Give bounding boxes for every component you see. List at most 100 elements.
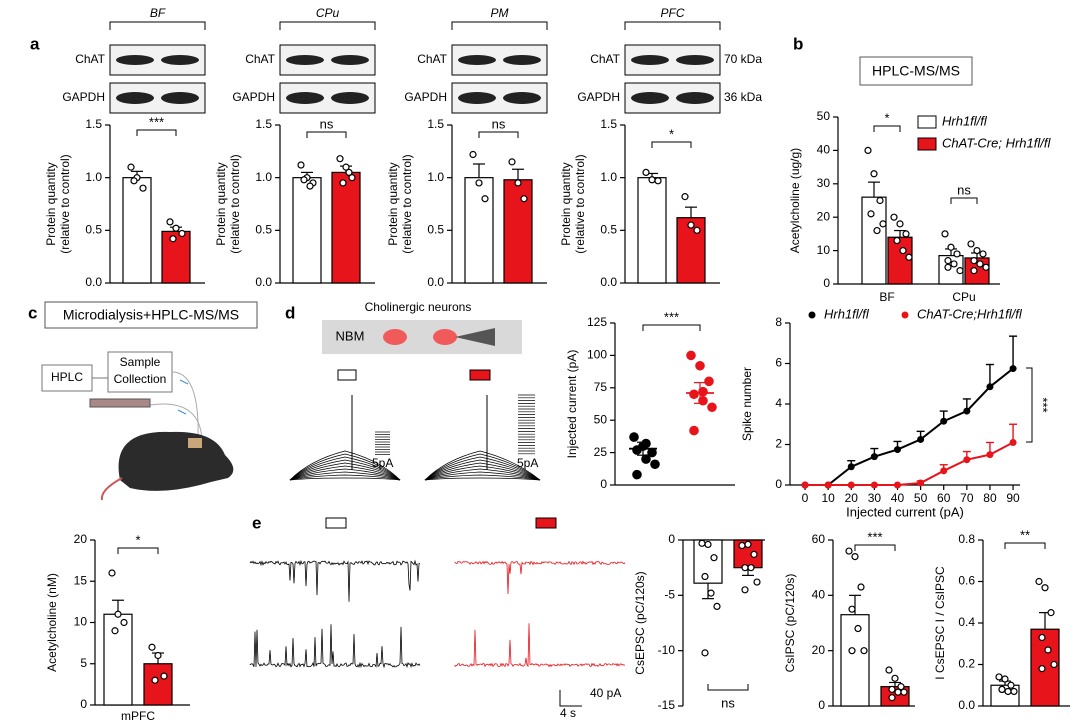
data-point xyxy=(738,541,746,550)
x-tick-label: BF xyxy=(879,290,894,304)
data-point xyxy=(1047,609,1055,617)
iv-trace xyxy=(424,450,541,481)
iv-trace xyxy=(289,468,401,481)
chart-title: PFC xyxy=(661,6,685,20)
x-axis-label: mPFC xyxy=(121,709,155,723)
data-point xyxy=(169,235,177,243)
line xyxy=(805,367,1014,486)
y-tick-label: 50 xyxy=(817,109,831,123)
blot-size: 36 kDa xyxy=(724,90,762,104)
data-point xyxy=(967,240,975,248)
marker xyxy=(893,481,901,489)
sig-bracket xyxy=(117,547,159,554)
y-axis-label: I CsEPSC I / CsIPSC xyxy=(933,566,947,680)
data-point xyxy=(1004,687,1012,696)
marker xyxy=(917,479,925,487)
implant xyxy=(188,438,202,448)
y-axis-label: (relative to control) xyxy=(400,154,414,253)
sample-label: Collection xyxy=(114,372,167,386)
box-label: Microdialysis+HPLC-MS/MS xyxy=(63,307,239,323)
data-point xyxy=(647,447,657,458)
marker xyxy=(847,463,855,471)
y-tick-label: 40 xyxy=(817,143,831,157)
blot-label: ChAT xyxy=(245,52,275,66)
data-point xyxy=(704,540,712,549)
sig-label: ** xyxy=(1020,527,1030,542)
y-axis-label: (relative to control) xyxy=(58,154,72,253)
data-point xyxy=(860,647,868,655)
y-axis-label: Protein quantity xyxy=(44,162,58,245)
data-point xyxy=(698,539,706,547)
marker xyxy=(824,481,832,489)
y-axis-label: Protein quantity xyxy=(386,162,400,245)
y-axis-label: Spike number xyxy=(740,367,754,441)
sig-label: * xyxy=(135,532,140,547)
sig-bracket xyxy=(707,684,749,691)
data-point xyxy=(166,218,174,226)
y-tick-label: 0 xyxy=(668,532,675,546)
data-point xyxy=(707,402,717,413)
y-tick-label: 40 xyxy=(812,588,826,602)
marker xyxy=(1009,438,1017,446)
bar xyxy=(143,663,173,706)
scale-label: 5pA xyxy=(517,456,538,470)
box-label: HPLC-MS/MS xyxy=(872,63,960,79)
data-point xyxy=(178,229,186,238)
y-tick-label: 25 xyxy=(594,445,608,459)
iv-trace xyxy=(424,465,541,481)
data-point xyxy=(995,673,1003,681)
data-point xyxy=(160,672,168,680)
y-tick-label: 0.0 xyxy=(958,698,975,712)
data-point xyxy=(888,694,896,702)
y-tick-label: 0 xyxy=(80,697,87,711)
trace xyxy=(454,623,626,668)
sample-label: Sample xyxy=(120,355,161,369)
data-point xyxy=(885,666,893,674)
y-tick-label: 0.6 xyxy=(958,574,975,588)
hplc-label: HPLC xyxy=(51,370,83,384)
y-tick-label: 1.0 xyxy=(427,170,444,184)
data-point xyxy=(1001,675,1009,683)
sig-label: *** xyxy=(149,114,164,129)
sig-label: * xyxy=(669,126,674,141)
blot-band xyxy=(631,55,669,65)
blot-band xyxy=(331,55,369,65)
mouse-tail xyxy=(100,477,123,501)
blot-label: ChAT xyxy=(590,52,620,66)
blot-band xyxy=(676,55,714,65)
chart-title: PM xyxy=(491,6,509,20)
data-point xyxy=(650,459,660,470)
iv-trace xyxy=(424,468,541,481)
x-tick-label: 90 xyxy=(1006,491,1020,505)
data-point xyxy=(741,586,749,594)
data-point xyxy=(998,685,1006,694)
data-point xyxy=(306,182,314,190)
data-point xyxy=(1038,633,1046,642)
neuron xyxy=(433,329,457,345)
x-tick-label: 20 xyxy=(845,491,859,505)
bar xyxy=(464,177,494,284)
bar xyxy=(292,177,322,284)
iv-trace xyxy=(424,459,541,481)
data-point xyxy=(342,163,350,171)
blot-band xyxy=(116,92,154,104)
sig-label: *** xyxy=(867,529,882,544)
iv-trace xyxy=(289,459,401,481)
y-tick-label: 4 xyxy=(775,396,782,410)
y-tick-label: 6 xyxy=(775,356,782,370)
blot-band xyxy=(116,55,154,65)
data-point xyxy=(469,150,477,159)
y-tick-label: 20 xyxy=(812,643,826,657)
data-point xyxy=(976,260,984,268)
mouse xyxy=(118,431,234,491)
data-point xyxy=(894,688,902,696)
blot-band xyxy=(458,92,496,104)
sig-bracket xyxy=(1004,542,1046,549)
sig-bracket xyxy=(306,131,347,138)
bar xyxy=(637,177,667,284)
y-tick-label: 0.5 xyxy=(427,223,444,237)
x-tick-label: CPu xyxy=(952,290,975,304)
trace xyxy=(454,560,626,595)
sig-bracket xyxy=(873,125,901,132)
